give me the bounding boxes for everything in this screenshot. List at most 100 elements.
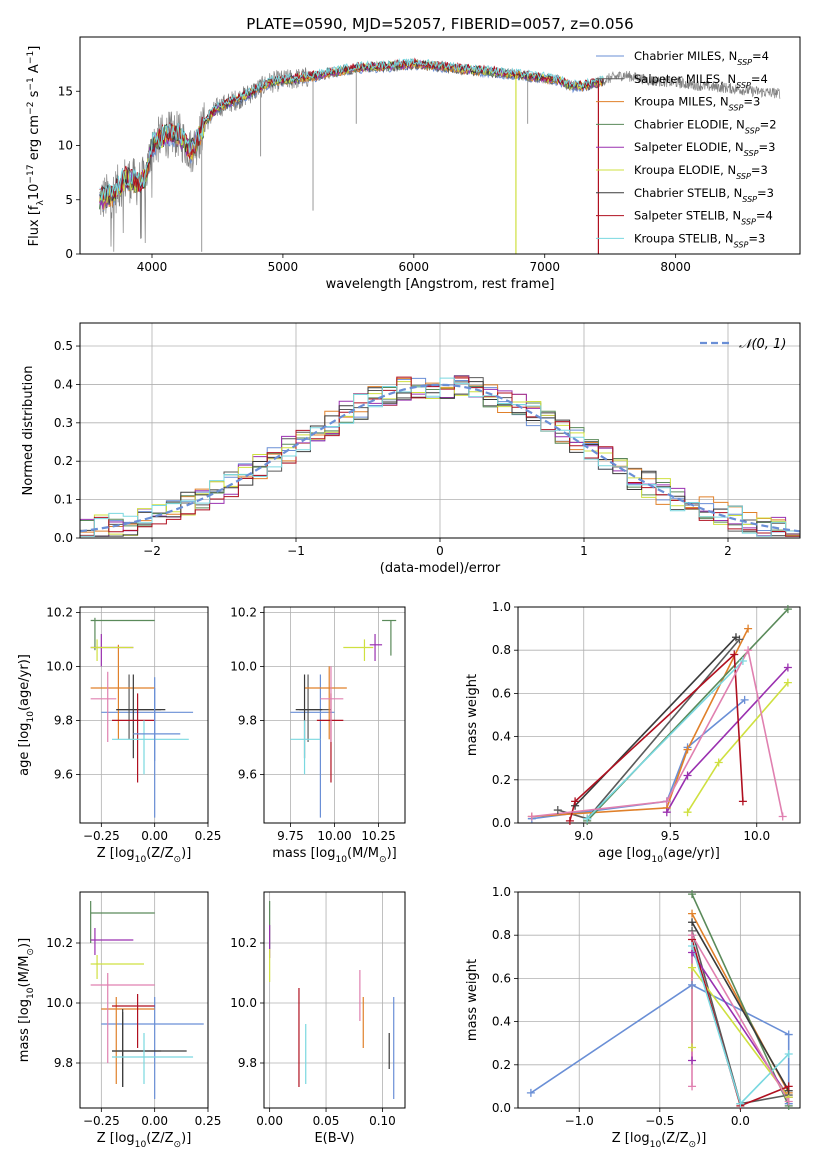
weight-line-salpeter-stelib xyxy=(569,652,744,822)
legend-entry-part: SSP xyxy=(745,126,760,135)
x-tick-label: 0.10 xyxy=(369,1114,396,1128)
legend-entry-part: =4 xyxy=(756,209,773,223)
y-tick-label: 0.6 xyxy=(492,686,511,700)
x-axis-label-part: ⊙ xyxy=(174,1140,182,1150)
x-tick-label: 10.0 xyxy=(743,829,770,843)
x-tick-label: −0.5 xyxy=(645,1114,674,1128)
weight-marker xyxy=(553,806,562,815)
weight-marker xyxy=(784,1050,793,1058)
weight-line-chabrier-stelib xyxy=(691,921,790,1092)
x-tick-label: 0.00 xyxy=(141,829,168,843)
legend-entry-part: Chabrier ELODIE, N xyxy=(634,117,745,131)
x-tick-label: 0 xyxy=(436,544,444,558)
x-axis-label-part: )] xyxy=(181,1131,191,1146)
legend-entry: Chabrier ELODIE, NSSP=2 xyxy=(634,117,777,135)
x-axis-label-part: Z [log xyxy=(612,1131,650,1146)
legend-entry: Kroupa MILES, NSSP=3 xyxy=(634,95,760,113)
y-axis-label-part: −17 xyxy=(26,164,36,183)
weight-marker xyxy=(688,918,697,927)
weight-marker xyxy=(784,1082,793,1091)
legend-entry-part: Salpeter STELIB, N xyxy=(634,209,741,223)
weight-marker xyxy=(688,890,697,899)
age-vs-mass-plot-area xyxy=(290,619,397,818)
weight-marker xyxy=(744,646,753,655)
x-tick-label: −1 xyxy=(287,544,305,558)
x-tick-label: 0.00 xyxy=(141,1114,168,1128)
weight-line-kroupa-miles xyxy=(531,628,749,818)
x-tick-label: 9.0 xyxy=(574,829,593,843)
legend-entry-part: Kroupa STELIB, N xyxy=(634,231,734,245)
chart-title: PLATE=0590, MJD=52057, FIBERID=0057, z=0… xyxy=(246,15,633,33)
legend-entry-part: Salpeter ELODIE, N xyxy=(634,140,744,154)
y-axis-label: age [log10(age/yr)] xyxy=(17,654,36,776)
y-tick-label: 9.6 xyxy=(54,767,73,781)
weight-marker xyxy=(736,1099,745,1108)
legend-entry: Salpeter STELIB, NSSP=4 xyxy=(634,209,773,227)
age-vs-metallicity: −0.25 0.00 0.259.69.810.010.2Z [log10(Z/Z⊙… xyxy=(17,605,221,865)
weight-marker xyxy=(683,745,692,754)
weight-marker xyxy=(688,942,697,950)
legend-entry-part: SSP xyxy=(734,240,749,249)
y-tick-label: 9.8 xyxy=(54,1056,73,1070)
x-axis-label-part: Z [log xyxy=(97,846,135,861)
legend-entry: Kroupa ELODIE, NSSP=3 xyxy=(634,163,768,181)
residual-histogram-plot-area xyxy=(80,375,800,537)
legend-entry-part: SSP xyxy=(742,194,757,203)
y-tick-label: 0.0 xyxy=(54,531,73,545)
weight-marker xyxy=(730,650,739,659)
y-tick-label: 10.0 xyxy=(46,996,73,1010)
mass-weight-vs-age-plot-area xyxy=(531,608,789,822)
y-axis-label: mass weight xyxy=(465,674,480,756)
x-axis-label-part: ⊙ xyxy=(689,1140,697,1150)
mass-weight-vs-metallicity: −1.0 −0.5 0.0 0.0 0.2 0.4 0.6 0.8 1.0 Z [log10(Z/… xyxy=(465,885,801,1150)
weight-marker xyxy=(740,695,749,704)
y-axis-label-part: )] xyxy=(17,938,32,948)
y-tick-label: 9.6 xyxy=(238,767,257,781)
age-vs-metallicity-plot-area xyxy=(90,617,194,818)
x-tick-label: 0.00 xyxy=(256,1114,283,1128)
histogram-step-kroupa-stelib xyxy=(80,377,800,537)
x-tick-label: 10.25 xyxy=(361,829,395,843)
y-axis-label: Normed distribution xyxy=(21,366,36,496)
legend-entry-part: SSP xyxy=(736,80,751,89)
x-axis-label: E(B-V) xyxy=(314,1131,354,1146)
y-axis-label-part: λ xyxy=(36,200,46,206)
y-tick-label: 10 xyxy=(58,139,73,153)
x-tick-label: 0.0 xyxy=(731,1114,750,1128)
y-tick-label: 0.0 xyxy=(492,816,511,830)
weight-marker xyxy=(688,1056,697,1065)
mass-weight-vs-age: 9.0 9.5 10.0 0.0 0.2 0.4 0.6 0.8 1.0 age [log10(a… xyxy=(465,600,801,865)
model-line-kroupa-stelib xyxy=(99,58,604,201)
weight-marker xyxy=(526,1088,535,1097)
x-tick-label: −0.25 xyxy=(83,829,120,843)
x-tick-label: 2 xyxy=(724,544,732,558)
y-axis-label-part: Flux [f xyxy=(27,205,42,246)
y-tick-label: 1.0 xyxy=(492,885,511,899)
x-tick-label: 10.00 xyxy=(317,829,351,843)
y-tick-label: 0.6 xyxy=(492,971,511,985)
y-tick-label: 9.8 xyxy=(54,713,73,727)
axes-frame xyxy=(79,606,209,824)
x-tick-label: 1 xyxy=(580,544,588,558)
residual-histogram: −2 −1 0 1 2 0.0 0.1 0.2 0.3 0.4 0.5 (data-model)/er… xyxy=(21,322,801,576)
y-axis-label-part: −2 xyxy=(26,102,36,115)
y-axis-label-part: A xyxy=(27,64,42,77)
weight-marker xyxy=(688,963,697,972)
normal-distribution-curve xyxy=(80,383,800,533)
x-axis-label-part: (Z/Z xyxy=(146,1131,173,1146)
y-axis-label: mass weight xyxy=(465,959,480,1041)
weight-marker xyxy=(784,1030,793,1039)
y-tick-label: 10.0 xyxy=(230,659,257,673)
weight-line-chabrier-stelib xyxy=(574,636,737,807)
x-tick-label: 8000 xyxy=(660,260,691,274)
x-tick-label: −1.0 xyxy=(565,1114,594,1128)
x-tick-label: 7000 xyxy=(529,260,560,274)
x-axis-label-part: ⊙ xyxy=(174,855,182,865)
x-axis-label-part: )] xyxy=(696,1131,706,1146)
y-axis-label-part: −1 xyxy=(26,77,36,90)
weight-marker xyxy=(738,657,747,665)
legend-entry: Chabrier STELIB, NSSP=3 xyxy=(634,186,774,204)
y-tick-label: 0.0 xyxy=(492,1101,511,1115)
legend-entry: Chabrier MILES, NSSP=4 xyxy=(634,49,769,67)
